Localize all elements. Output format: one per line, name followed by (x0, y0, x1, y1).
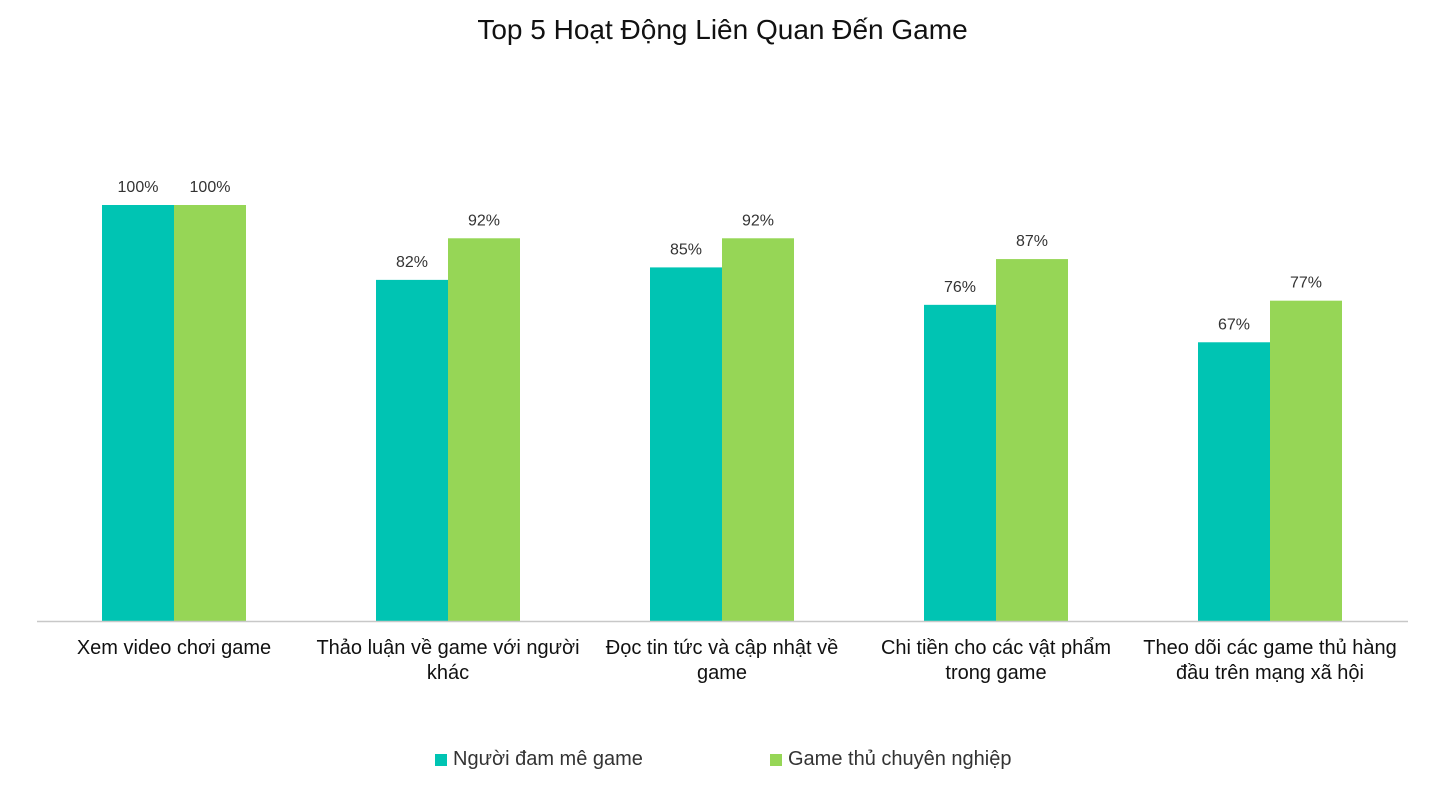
legend-swatch (435, 753, 447, 766)
legend: Người đam mê game Game thủ chuyên nghiệp (0, 748, 1445, 778)
data-label: 82% (396, 254, 428, 271)
legend-label: Người đam mê game (453, 748, 643, 770)
plot-area: 100% 82% 85% 76% 67% 100% 92% 92% 87% 77% Xem vide… (37, 179, 1408, 684)
bar-game-thu-chuyen-nghiep-0 (174, 205, 246, 621)
data-label: 100% (190, 179, 231, 196)
bar-game-thu-chuyen-nghiep-1 (448, 238, 520, 621)
data-label: 87% (1016, 233, 1048, 250)
x-tick-label: Thảo luận về game với người khác (316, 637, 579, 684)
bar-nguoi-dam-me-game-1 (376, 279, 448, 621)
data-label: 100% (118, 179, 159, 196)
bar-game-thu-chuyen-nghiep-4 (1270, 300, 1342, 621)
data-label: 85% (670, 241, 702, 258)
data-label: 92% (742, 212, 774, 229)
x-tick-label: Theo dõi các game thủ hàng đầu trên mạng … (1143, 637, 1397, 684)
x-tick-label: Chi tiền cho các vật phẩm trong game (881, 637, 1111, 684)
legend-swatch (770, 753, 782, 766)
data-label: 76% (944, 279, 976, 296)
bar-nguoi-dam-me-game-4 (1198, 342, 1270, 621)
data-label: 77% (1290, 275, 1322, 292)
chart-title: Top 5 Hoạt Động Liên Quan Đến Game (477, 14, 968, 45)
legend-item-nguoi-dam-me-game: Người đam mê game (435, 748, 643, 771)
bar-game-thu-chuyen-nghiep-3 (996, 259, 1068, 621)
x-tick-label: Xem video chơi game (77, 637, 271, 659)
data-label: 67% (1218, 316, 1250, 333)
bar-nguoi-dam-me-game-3 (924, 304, 996, 621)
legend-item-game-thu-chuyen-nghiep: Game thủ chuyên nghiệp (770, 748, 1012, 771)
bar-nguoi-dam-me-game-0 (102, 205, 174, 621)
bar-game-thu-chuyen-nghiep-2 (722, 238, 794, 621)
legend-label: Game thủ chuyên nghiệp (788, 748, 1012, 770)
data-label: 92% (468, 212, 500, 229)
x-tick-label: Đọc tin tức và cập nhật về game (606, 637, 838, 684)
bar-nguoi-dam-me-game-2 (650, 267, 722, 621)
